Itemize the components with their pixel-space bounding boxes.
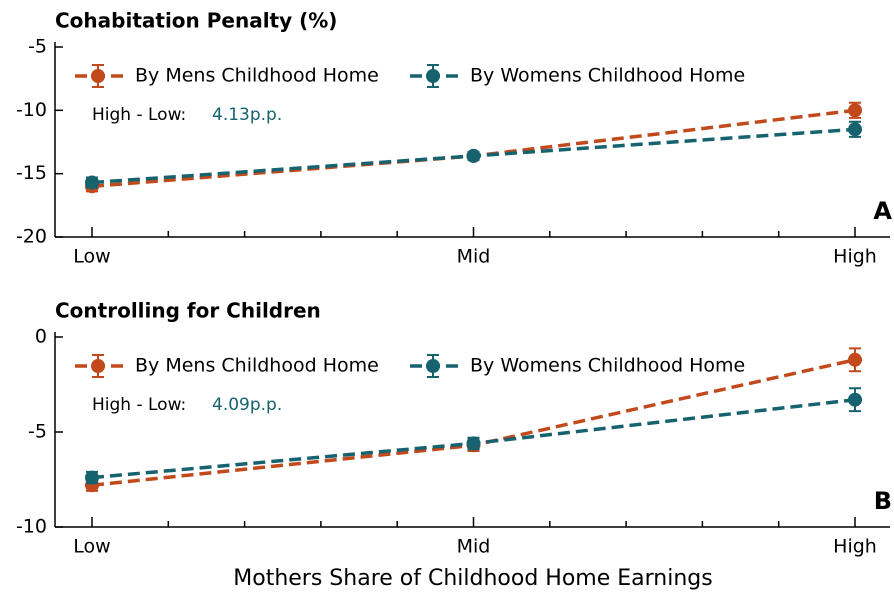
legend-marker [426, 359, 440, 373]
y-tick-label: -15 [16, 162, 47, 184]
x-tick-label: Mid [457, 246, 491, 268]
y-tick-label: -10 [16, 99, 47, 121]
y-tick-label: -5 [28, 36, 47, 58]
annotation-value: 4.09p.p. [212, 395, 282, 415]
legend-marker [91, 69, 105, 83]
point [848, 122, 862, 137]
panel-label: B [874, 487, 892, 515]
point [85, 470, 99, 485]
y-tick-label: 0 [35, 326, 47, 348]
legend-marker [426, 69, 440, 83]
x-tick-label: Mid [457, 536, 491, 558]
point [848, 392, 862, 407]
x-tick-label: High [833, 536, 877, 558]
y-tick-label: -10 [16, 516, 47, 538]
legend-label: By Womens Childhood Home [470, 65, 745, 87]
legend-label: By Womens Childhood Home [470, 355, 745, 377]
x-tick-label: Low [73, 246, 110, 268]
chart-title: Controlling for Children [55, 299, 321, 323]
legend-marker [91, 359, 105, 373]
point [466, 148, 481, 163]
point [848, 103, 862, 118]
legend-label: By Mens Childhood Home [135, 65, 379, 87]
x-tick-label: Low [73, 536, 110, 558]
y-tick-label: -20 [16, 226, 47, 248]
panel-label: A [873, 197, 892, 225]
annotation-value: 4.13p.p. [212, 105, 282, 125]
x-axis-title: Mothers Share of Childhood Home Earnings [233, 566, 712, 591]
x-tick-label: High [833, 246, 877, 268]
chart-title: Cohabitation Penalty (%) [55, 9, 337, 33]
annotation: High - Low: [92, 105, 186, 125]
annotation: High - Low: [92, 395, 186, 415]
y-tick-label: -5 [28, 421, 47, 443]
legend-label: By Mens Childhood Home [135, 355, 379, 377]
point [85, 175, 99, 190]
point [466, 436, 481, 451]
point [848, 352, 862, 367]
